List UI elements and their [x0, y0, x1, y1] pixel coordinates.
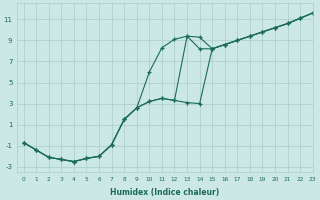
X-axis label: Humidex (Indice chaleur): Humidex (Indice chaleur) — [110, 188, 220, 197]
